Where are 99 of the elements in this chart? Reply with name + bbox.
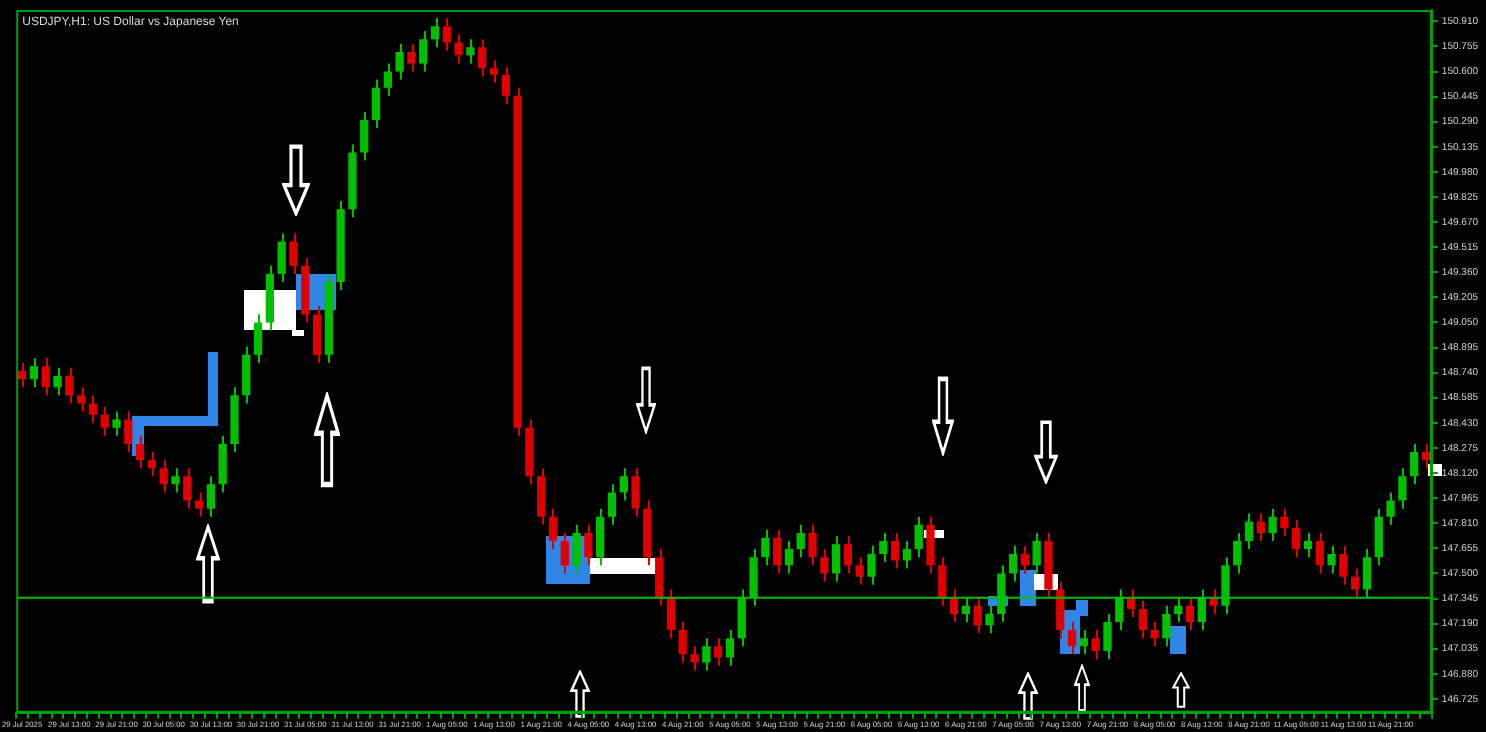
candlestick [678, 620, 687, 664]
candlestick [17, 361, 27, 389]
candlestick [572, 523, 581, 575]
candlestick [1244, 512, 1254, 551]
candlestick [147, 450, 157, 478]
candlestick [253, 313, 263, 364]
candlestick [831, 535, 841, 583]
candlestick [772, 528, 782, 575]
candlestick [478, 38, 487, 78]
candlestick [1209, 588, 1218, 615]
candlestick [666, 588, 676, 640]
candlestick [1292, 518, 1301, 559]
candlestick [1410, 442, 1419, 486]
candlestick [1233, 531, 1242, 575]
candlestick [725, 629, 735, 667]
candlestick [501, 65, 510, 105]
candlestick [112, 410, 121, 437]
candlestick [171, 467, 180, 494]
candlestick [1351, 567, 1360, 599]
candlestick [1138, 599, 1147, 640]
candlestick [1256, 512, 1265, 543]
candlestick [619, 467, 628, 502]
candlestick [1056, 580, 1065, 640]
candlestick [855, 556, 864, 586]
candlestick [1339, 544, 1348, 586]
candlestick [985, 604, 994, 635]
candlestick [879, 531, 888, 564]
candlestick [820, 548, 829, 583]
candlestick [88, 394, 98, 424]
candlestick [1398, 467, 1407, 510]
candlestick [655, 548, 664, 607]
candlestick [312, 305, 322, 364]
candlestick [383, 62, 392, 97]
candlestick [1020, 544, 1029, 575]
candlestick [607, 483, 617, 526]
candlestick [1185, 596, 1195, 632]
candlestick [65, 366, 74, 405]
candlestick [560, 531, 569, 575]
candlestick [289, 232, 298, 275]
candlestick [914, 515, 923, 559]
candlestick [29, 357, 39, 389]
candlestick [761, 528, 770, 567]
candlestick [784, 540, 794, 575]
candlestick [218, 434, 227, 494]
candlestick [1315, 531, 1324, 575]
candlestick [1374, 507, 1383, 567]
candlestick [714, 637, 723, 667]
candlestick [1162, 604, 1171, 648]
candlestick [631, 467, 640, 518]
candlestick [194, 491, 204, 518]
candlestick [949, 588, 959, 623]
candlestick [938, 556, 947, 607]
candlestick [124, 410, 133, 453]
candlestick [808, 523, 817, 567]
candlestick [277, 232, 286, 283]
candlestick [489, 59, 499, 84]
candlestick [702, 637, 711, 672]
candlestick [454, 33, 463, 65]
candlestick [1008, 544, 1018, 583]
candlestick [1032, 531, 1041, 575]
candlestick [41, 357, 50, 397]
candlestick [183, 467, 192, 510]
candlestick [1421, 442, 1431, 470]
candlestick [1150, 620, 1159, 648]
candlestick [407, 43, 416, 73]
candlestick [548, 507, 558, 551]
candlestick [926, 515, 935, 575]
candlestick [395, 43, 404, 81]
candlestick [53, 366, 62, 397]
candlestick [843, 535, 853, 575]
candlestick [430, 17, 440, 49]
candlestick [419, 30, 428, 73]
candlestick [159, 459, 168, 494]
candlestick [867, 544, 876, 586]
candlestick [902, 540, 912, 570]
candlestick [537, 467, 546, 526]
candlestick [1079, 629, 1088, 656]
candlestick [690, 645, 699, 672]
candlestick [1268, 507, 1277, 543]
candlestick [466, 38, 475, 65]
candlestick [371, 78, 381, 130]
candlestick [1103, 612, 1112, 661]
candlestick [1067, 620, 1077, 656]
candlestick [796, 523, 805, 559]
candlestick [596, 507, 605, 567]
candlestick [1386, 491, 1395, 526]
candlestick [890, 531, 900, 570]
candlestick [973, 596, 982, 635]
candlestick [76, 386, 86, 413]
candlestick [360, 111, 369, 162]
candlestick [206, 475, 215, 518]
candlestick [100, 405, 109, 437]
candlestick [584, 523, 593, 567]
candlestick [1280, 507, 1289, 538]
candlestick [242, 345, 251, 405]
candlestick [1091, 629, 1100, 661]
candlestick [1303, 531, 1313, 559]
candlestick [1327, 544, 1336, 575]
candlestick [442, 17, 451, 52]
